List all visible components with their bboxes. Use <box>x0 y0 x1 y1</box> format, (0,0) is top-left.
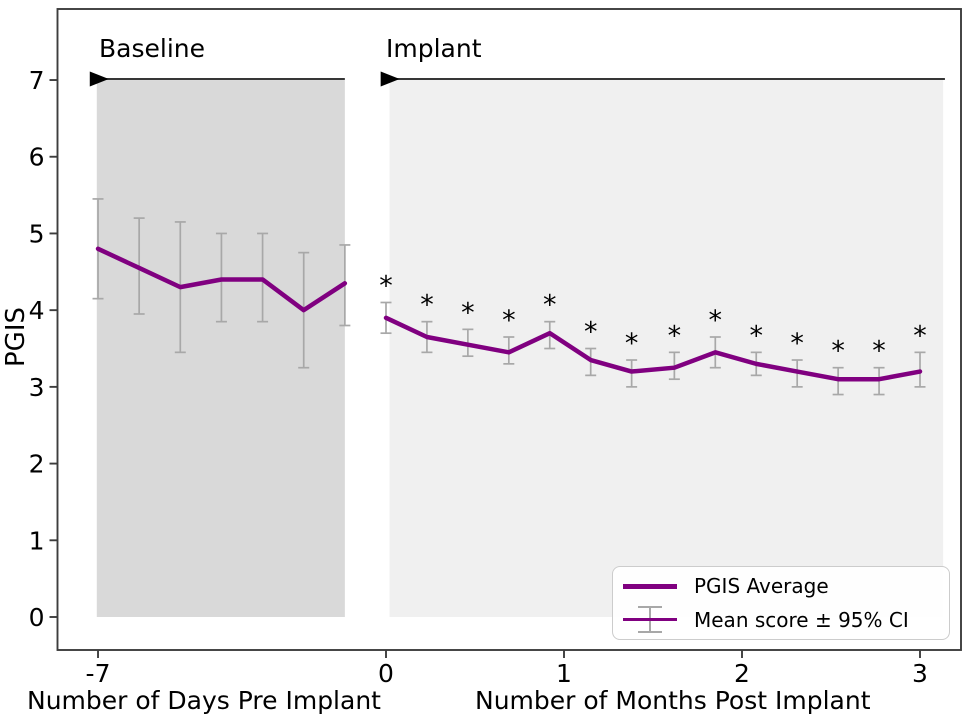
baseline-annotation-label: Baseline <box>99 34 205 63</box>
significance-asterisk: * <box>584 317 598 348</box>
y-axis-label: PGIS <box>1 307 31 367</box>
y-tick-label: 5 <box>29 219 45 248</box>
x-tick-label: 2 <box>734 659 750 688</box>
legend-label: PGIS Average <box>694 574 829 599</box>
error-bar-swatch <box>623 603 677 636</box>
significance-asterisk: * <box>709 305 723 336</box>
x-axis-label-pre-implant: Number of Days Pre Implant <box>27 686 381 715</box>
significance-asterisk: * <box>831 336 845 367</box>
x-tick-label: 0 <box>378 659 394 688</box>
significance-asterisk: * <box>461 297 475 328</box>
y-tick-label: 7 <box>29 66 45 95</box>
significance-asterisk: * <box>749 320 763 351</box>
significance-asterisk: * <box>625 328 639 359</box>
significance-asterisk: * <box>872 336 886 367</box>
y-tick-label: 1 <box>29 526 45 555</box>
x-tick-label: 3 <box>912 659 928 688</box>
legend-entry-mean-ci: Mean score ± 95% CI <box>623 603 949 636</box>
legend-entry-pgis-average: PGIS Average <box>623 570 949 603</box>
significance-asterisk: * <box>420 290 434 321</box>
thick-line-icon <box>623 583 677 589</box>
pgis-average-line-swatch <box>623 570 677 603</box>
pgis-line-baseline-days-pre-implant <box>95 246 348 313</box>
implant-span-shaded-region <box>389 80 944 617</box>
legend-label: Mean score ± 95% CI <box>694 607 909 632</box>
significance-asterisk: * <box>790 328 804 359</box>
significance-asterisk: * <box>668 320 682 351</box>
y-tick-label: 0 <box>29 603 45 632</box>
significance-asterisk: * <box>913 320 927 351</box>
x-tick-label: -7 <box>86 659 111 688</box>
significance-asterisk: * <box>379 270 393 301</box>
error-bar-cap-icon <box>638 606 662 609</box>
baseline-arrow-head-icon <box>89 71 109 87</box>
significance-asterisk: * <box>543 290 557 321</box>
y-tick-label: 6 <box>29 143 45 172</box>
baseline-span-shaded-region <box>96 80 345 617</box>
implant-arrow-head-icon <box>380 71 400 87</box>
y-tick-label: 4 <box>29 296 45 325</box>
y-tick-label: 3 <box>29 373 45 402</box>
y-tick-label: 2 <box>29 450 45 479</box>
error-bar-cap-icon <box>638 631 662 634</box>
x-tick-label: 1 <box>556 659 572 688</box>
pgis-line-post-implant-months <box>383 315 923 382</box>
significance-asterisk: * <box>502 305 516 336</box>
legend: PGIS Average Mean score ± 95% CI <box>612 566 950 640</box>
implant-annotation-label: Implant <box>386 34 482 63</box>
x-axis-label-post-implant: Number of Months Post Implant <box>475 686 871 715</box>
plot-border <box>56 8 962 651</box>
thin-line-icon <box>623 618 677 621</box>
